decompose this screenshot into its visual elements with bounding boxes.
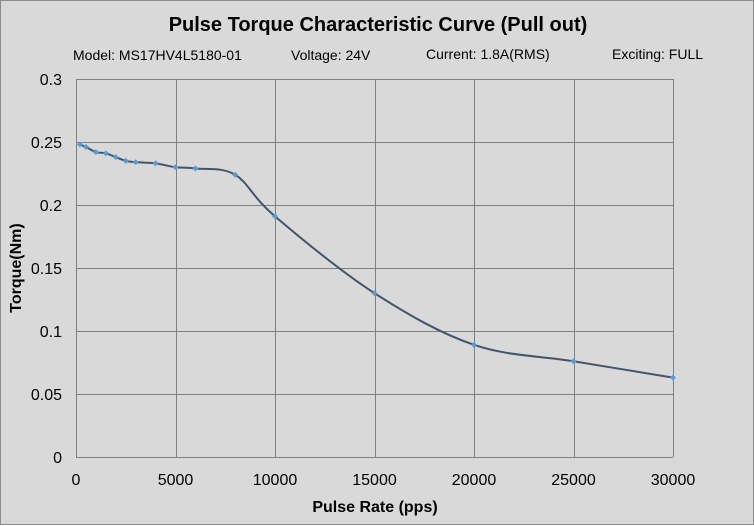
data-point — [76, 141, 83, 148]
y-axis-title: Torque(Nm) — [8, 223, 25, 312]
data-point — [192, 165, 199, 172]
y-tick-label: 0.15 — [31, 261, 62, 278]
data-point — [272, 213, 278, 220]
y-tick-labels: 0 0.05 0.1 0.15 0.2 0.25 0.3 — [31, 72, 62, 467]
model-label: Model: MS17HV4L5180-01 — [73, 47, 242, 63]
x-tick-label: 25000 — [551, 472, 596, 489]
data-point — [152, 160, 159, 167]
x-tick-label: 0 — [72, 472, 81, 489]
data-point — [112, 154, 119, 161]
y-tick-label: 0.2 — [40, 198, 62, 215]
x-axis-title: Pulse Rate (pps) — [312, 499, 437, 516]
y-tick-label: 0.3 — [40, 72, 62, 89]
data-point — [102, 150, 109, 157]
data-point — [132, 159, 139, 166]
x-tick-label: 10000 — [253, 472, 298, 489]
x-tick-label: 20000 — [452, 472, 497, 489]
y-tick-label: 0.1 — [40, 324, 62, 341]
y-tick-label: 0.05 — [31, 387, 62, 404]
data-point — [371, 290, 378, 297]
x-tick-labels: 0 5000 10000 15000 20000 25000 30000 — [72, 472, 696, 489]
data-point — [670, 374, 676, 381]
data-point — [232, 171, 239, 178]
x-tick-label: 15000 — [352, 472, 397, 489]
chart-title: Pulse Torque Characteristic Curve (Pull … — [169, 14, 588, 36]
x-tick-label: 30000 — [651, 472, 696, 489]
data-point — [172, 164, 179, 171]
y-tick-label: 0.25 — [31, 135, 62, 152]
x-tick-label: 5000 — [158, 472, 194, 489]
data-point — [570, 358, 577, 365]
data-point — [82, 144, 89, 151]
current-label: Current: 1.8A(RMS) — [426, 46, 550, 62]
data-point — [122, 157, 129, 164]
exciting-label: Exciting: FULL — [612, 46, 703, 62]
data-point — [92, 149, 99, 156]
torque-curve — [79, 143, 674, 379]
data-point — [471, 341, 477, 348]
gridlines — [76, 79, 674, 458]
y-tick-label: 0 — [53, 450, 62, 467]
data-point-markers — [76, 141, 676, 381]
voltage-label: Voltage: 24V — [291, 47, 371, 63]
